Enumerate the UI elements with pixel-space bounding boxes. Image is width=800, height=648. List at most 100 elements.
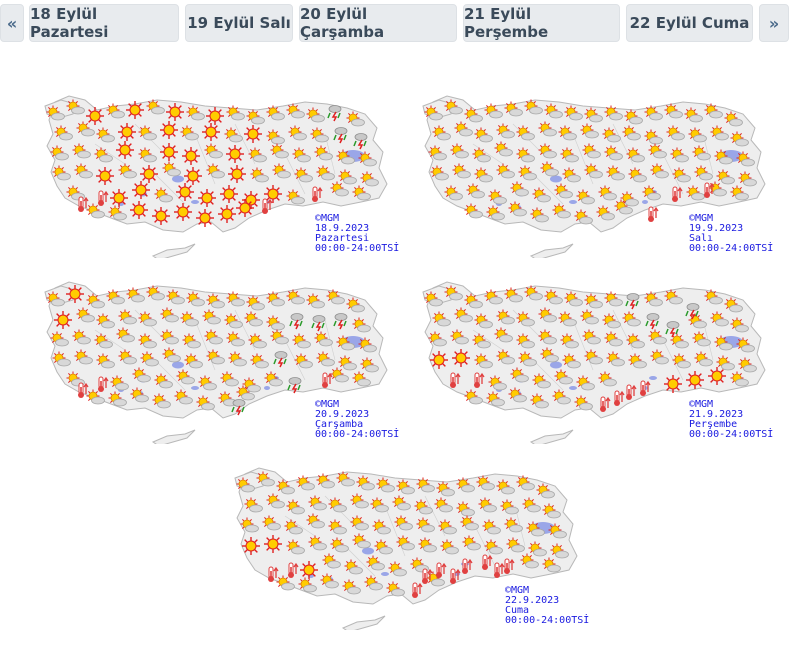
partly-cloudy-icon bbox=[516, 147, 535, 163]
partly-cloudy-icon bbox=[576, 375, 595, 391]
partly-cloudy-icon bbox=[118, 163, 137, 179]
partly-cloudy-icon bbox=[614, 199, 633, 215]
partly-cloudy-icon bbox=[396, 479, 415, 495]
partly-cloudy-icon bbox=[126, 287, 145, 303]
map-copyright: ©MGM bbox=[315, 399, 340, 410]
lake bbox=[642, 200, 648, 204]
sun-icon bbox=[66, 285, 84, 303]
partly-cloudy-icon bbox=[478, 497, 497, 513]
tab-22-eylul[interactable]: 22 Eylül Cuma bbox=[626, 4, 753, 42]
partly-cloudy-icon bbox=[314, 331, 333, 347]
partly-cloudy-icon bbox=[624, 109, 643, 125]
partly-cloudy-icon bbox=[532, 373, 551, 389]
partly-cloudy-icon bbox=[338, 355, 357, 371]
map-copyright: ©MGM bbox=[505, 585, 530, 596]
tab-19-eylul[interactable]: 19 Eylül Salı bbox=[185, 4, 293, 42]
hot-thermometer-icon bbox=[640, 380, 651, 396]
partly-cloudy-icon bbox=[266, 291, 285, 307]
partly-cloudy-icon bbox=[486, 391, 505, 407]
partly-cloudy-icon bbox=[496, 349, 515, 365]
thunderstorm-icon bbox=[273, 351, 288, 368]
province-border bbox=[472, 329, 504, 351]
partly-cloudy-icon bbox=[716, 169, 735, 185]
partly-cloudy-icon bbox=[106, 289, 125, 305]
partly-cloudy-icon bbox=[426, 571, 445, 587]
partly-cloudy-icon bbox=[580, 123, 599, 139]
province-border bbox=[94, 143, 126, 165]
partly-cloudy-icon bbox=[542, 503, 561, 519]
partly-cloudy-icon bbox=[730, 371, 749, 387]
partly-cloudy-icon bbox=[86, 293, 105, 309]
partly-cloudy-icon bbox=[704, 103, 723, 119]
partly-cloudy-icon bbox=[482, 519, 501, 535]
partly-cloudy-icon bbox=[474, 353, 493, 369]
hot-thermometer-icon bbox=[288, 562, 299, 578]
partly-cloudy-icon bbox=[432, 311, 451, 327]
sun-icon bbox=[220, 185, 238, 203]
sun-icon bbox=[228, 165, 246, 183]
hot-thermometer-icon bbox=[626, 384, 637, 400]
partly-cloudy-icon bbox=[704, 289, 723, 305]
partly-cloudy-icon bbox=[544, 289, 563, 305]
sun-icon bbox=[686, 371, 704, 389]
partly-cloudy-icon bbox=[644, 291, 663, 307]
partly-cloudy-icon bbox=[444, 285, 463, 301]
partly-cloudy-icon bbox=[242, 377, 261, 393]
partly-cloudy-icon bbox=[628, 167, 647, 183]
province-border bbox=[94, 329, 126, 351]
hot-thermometer-icon bbox=[322, 372, 333, 388]
partly-cloudy-icon bbox=[310, 127, 329, 143]
partly-cloudy-icon bbox=[184, 353, 203, 369]
partly-cloudy-icon bbox=[110, 375, 129, 391]
partly-cloudy-icon bbox=[376, 477, 395, 493]
province-border bbox=[532, 359, 564, 391]
hot-thermometer-icon bbox=[98, 376, 109, 392]
map-copyright: ©MGM bbox=[689, 213, 714, 224]
partly-cloudy-icon bbox=[598, 371, 617, 387]
partly-cloudy-icon bbox=[266, 129, 285, 145]
partly-cloudy-icon bbox=[72, 329, 91, 345]
partly-cloudy-icon bbox=[430, 165, 449, 181]
tab-18-eylul[interactable]: 18 Eylül Pazartesi bbox=[29, 4, 179, 42]
partly-cloudy-icon bbox=[180, 311, 199, 327]
partly-cloudy-icon bbox=[528, 541, 547, 557]
map-date: 21.9.2023 bbox=[689, 409, 744, 420]
partly-cloudy-icon bbox=[180, 125, 199, 141]
partly-cloudy-icon bbox=[96, 313, 115, 329]
partly-cloudy-icon bbox=[670, 333, 689, 349]
partly-cloudy-icon bbox=[540, 161, 559, 177]
hot-thermometer-icon bbox=[98, 190, 109, 206]
map-caption: ©MGM 18.9.2023 Pazartesi 00:00-24:00TSİ bbox=[315, 214, 399, 254]
partly-cloudy-icon bbox=[584, 107, 603, 123]
map-day: Çarşamba bbox=[315, 419, 364, 430]
partly-cloudy-icon bbox=[342, 579, 361, 595]
map-copyright: ©MGM bbox=[689, 399, 714, 410]
partly-cloudy-icon bbox=[140, 351, 159, 367]
partly-cloudy-icon bbox=[286, 103, 305, 119]
partly-cloudy-icon bbox=[438, 519, 457, 535]
thunderstorm-icon bbox=[685, 303, 700, 320]
thunderstorm-icon bbox=[327, 105, 342, 122]
sun-icon bbox=[86, 107, 104, 125]
prev-arrow-button[interactable]: « bbox=[0, 4, 24, 42]
map-copyright: ©MGM bbox=[315, 213, 340, 224]
partly-cloudy-icon bbox=[394, 515, 413, 531]
partly-cloudy-icon bbox=[246, 109, 265, 125]
partly-cloudy-icon bbox=[292, 333, 311, 349]
partly-cloudy-icon bbox=[316, 165, 335, 181]
partly-cloudy-icon bbox=[538, 329, 557, 345]
partly-cloudy-icon bbox=[562, 353, 581, 369]
partly-cloudy-icon bbox=[724, 111, 743, 127]
partly-cloudy-icon bbox=[560, 333, 579, 349]
partly-cloudy-icon bbox=[76, 307, 95, 323]
partly-cloudy-icon bbox=[516, 333, 535, 349]
tab-21-eylul[interactable]: 21 Eylül Perşembe bbox=[463, 4, 620, 42]
partly-cloudy-icon bbox=[416, 517, 435, 533]
tab-20-eylul[interactable]: 20 Eylül Çarşamba bbox=[299, 4, 457, 42]
partly-cloudy-icon bbox=[554, 369, 573, 385]
partly-cloudy-icon bbox=[692, 145, 711, 161]
partly-cloudy-icon bbox=[464, 389, 483, 405]
next-arrow-button[interactable]: » bbox=[759, 4, 789, 42]
partly-cloudy-icon bbox=[494, 141, 513, 157]
partly-cloudy-icon bbox=[494, 327, 513, 343]
